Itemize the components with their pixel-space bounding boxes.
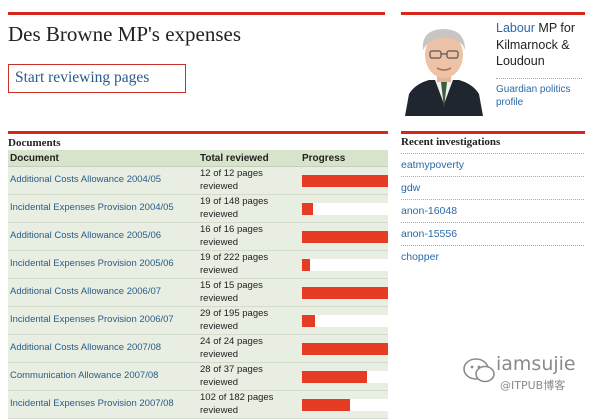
documents-table: Document Total reviewed Progress Additio… — [8, 150, 388, 419]
progress-cell — [300, 250, 388, 279]
document-cell: Incidental Expenses Provision 2007/08 — [8, 390, 198, 419]
recent-investigation-link[interactable]: chopper — [401, 245, 584, 268]
progress-fill — [302, 342, 388, 355]
table-row: Incidental Expenses Provision 2006/07 29 … — [8, 306, 388, 335]
top-rule — [8, 12, 385, 15]
progress-bar — [302, 370, 388, 383]
progress-fill — [302, 174, 388, 187]
total-reviewed-cell: 29 of 195 pages reviewed — [198, 306, 300, 335]
document-cell: Communication Allowance 2007/08 — [8, 362, 198, 391]
document-link[interactable]: Incidental Expenses Provision 2005/06 — [10, 258, 174, 270]
mp-portrait — [401, 20, 487, 116]
progress-cell — [300, 334, 388, 363]
document-link[interactable]: Incidental Expenses Provision 2006/07 — [10, 314, 174, 326]
progress-cell — [300, 194, 388, 223]
column-header-total-reviewed: Total reviewed — [198, 150, 300, 167]
progress-fill — [302, 370, 368, 383]
progress-bar — [302, 398, 388, 411]
recent-investigation-link[interactable]: eatmypoverty — [401, 153, 584, 176]
progress-fill — [302, 258, 310, 271]
total-reviewed-cell: 19 of 222 pages reviewed — [198, 250, 300, 279]
progress-cell — [300, 278, 388, 307]
mp-constituency: Labour MP for Kilmarnock & Loudoun — [496, 20, 596, 70]
total-reviewed-cell: 19 of 148 pages reviewed — [198, 194, 300, 223]
progress-cell — [300, 390, 388, 419]
mp-party-link[interactable]: Labour — [496, 21, 535, 35]
wechat-icon — [463, 358, 495, 383]
table-header-row: Document Total reviewed Progress — [8, 150, 388, 167]
table-row: Communication Allowance 2007/08 28 of 37 … — [8, 362, 388, 391]
document-cell: Additional Costs Allowance 2005/06 — [8, 222, 198, 251]
watermark-subtext: @ITPUB博客 — [500, 379, 566, 392]
progress-fill — [302, 286, 388, 299]
documents-rule — [8, 131, 388, 134]
watermark-text: iamsujie — [496, 353, 576, 375]
document-link[interactable]: Additional Costs Allowance 2006/07 — [10, 286, 162, 298]
progress-cell — [300, 306, 388, 335]
document-link[interactable]: Additional Costs Allowance 2004/05 — [10, 174, 162, 186]
progress-cell — [300, 166, 388, 195]
table-row: Additional Costs Allowance 2006/07 15 of … — [8, 278, 388, 307]
progress-bar — [302, 314, 388, 327]
document-cell: Incidental Expenses Provision 2004/05 — [8, 194, 198, 223]
recent-investigations-heading: Recent investigations — [401, 136, 501, 148]
total-reviewed-cell: 16 of 16 pages reviewed — [198, 222, 300, 251]
mp-constituency-text: MP for Kilmarnock & Loudoun — [496, 21, 575, 68]
document-cell: Additional Costs Allowance 2007/08 — [8, 334, 198, 363]
progress-bar — [302, 230, 388, 243]
top-rule-right — [401, 12, 585, 15]
start-reviewing-button[interactable]: Start reviewing pages — [8, 64, 186, 93]
column-header-progress: Progress — [300, 150, 388, 167]
progress-cell — [300, 362, 388, 391]
recent-investigation-link[interactable]: anon-15556 — [401, 222, 584, 245]
table-row: Additional Costs Allowance 2004/05 12 of … — [8, 166, 388, 195]
progress-bar — [302, 286, 388, 299]
table-row: Additional Costs Allowance 2005/06 16 of … — [8, 222, 388, 251]
total-reviewed-cell: 15 of 15 pages reviewed — [198, 278, 300, 307]
documents-heading: Documents — [8, 137, 61, 149]
document-link[interactable]: Communication Allowance 2007/08 — [10, 370, 159, 382]
progress-fill — [302, 398, 351, 411]
recent-investigations-list: eatmypoverty gdw anon-16048 anon-15556 chopp… — [401, 153, 584, 268]
table-row: Incidental Expenses Provision 2005/06 19 … — [8, 250, 388, 279]
total-reviewed-cell: 28 of 37 pages reviewed — [198, 362, 300, 391]
recent-rule — [401, 131, 585, 134]
progress-fill — [302, 202, 314, 215]
total-reviewed-cell: 102 of 182 pages reviewed — [198, 390, 300, 419]
recent-investigation-link[interactable]: anon-16048 — [401, 199, 584, 222]
document-link[interactable]: Incidental Expenses Provision 2004/05 — [10, 202, 174, 214]
progress-bar — [302, 202, 388, 215]
recent-investigation-link[interactable]: gdw — [401, 176, 584, 199]
document-cell: Additional Costs Allowance 2006/07 — [8, 278, 198, 307]
document-cell: Additional Costs Allowance 2004/05 — [8, 166, 198, 195]
column-header-document: Document — [8, 150, 198, 167]
page-title: Des Browne MP's expenses — [8, 22, 242, 46]
progress-cell — [300, 222, 388, 251]
progress-fill — [302, 230, 388, 243]
mp-divider — [496, 78, 582, 79]
document-link[interactable]: Additional Costs Allowance 2007/08 — [10, 342, 162, 354]
watermark — [462, 352, 596, 396]
progress-bar — [302, 174, 388, 187]
document-cell: Incidental Expenses Provision 2005/06 — [8, 250, 198, 279]
document-cell: Incidental Expenses Provision 2006/07 — [8, 306, 198, 335]
progress-bar — [302, 342, 388, 355]
table-row: Additional Costs Allowance 2007/08 24 of … — [8, 334, 388, 363]
total-reviewed-cell: 12 of 12 pages reviewed — [198, 166, 300, 195]
table-row: Incidental Expenses Provision 2004/05 19 … — [8, 194, 388, 223]
document-link[interactable]: Additional Costs Allowance 2005/06 — [10, 230, 162, 242]
progress-bar — [302, 258, 388, 271]
guardian-profile-link[interactable]: Guardian politics profile — [496, 84, 571, 108]
total-reviewed-cell: 24 of 24 pages reviewed — [198, 334, 300, 363]
progress-fill — [302, 314, 315, 327]
table-row: Incidental Expenses Provision 2007/08 102… — [8, 390, 388, 419]
